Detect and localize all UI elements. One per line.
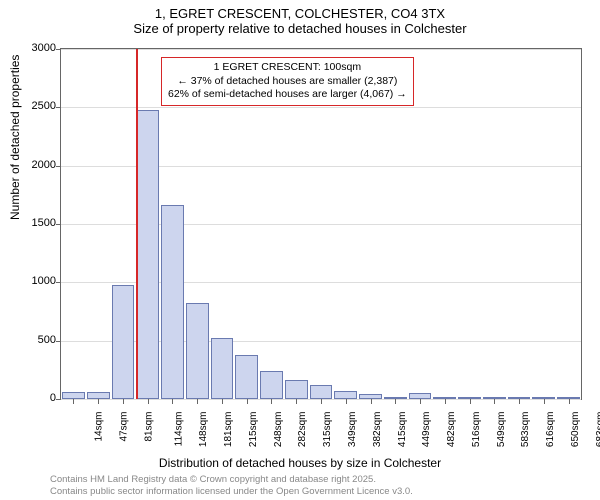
histogram-bar	[285, 380, 308, 399]
x-tick	[98, 399, 99, 404]
grid-line	[61, 107, 581, 108]
y-tick-label: 1000	[16, 275, 56, 287]
x-tick	[445, 399, 446, 404]
histogram-bar	[310, 385, 333, 399]
x-tick-label: 449sqm	[421, 412, 432, 448]
y-tick	[56, 107, 61, 108]
chart-plot-area: 1 EGRET CRESCENT: 100sqm← 37% of detache…	[60, 48, 582, 400]
y-axis-label: Number of detached properties	[8, 55, 22, 220]
x-tick-label: 14sqm	[94, 412, 105, 442]
x-tick-label: 650sqm	[570, 412, 581, 448]
y-tick	[56, 166, 61, 167]
annotation-line-2: ← 37% of detached houses are smaller (2,…	[168, 75, 407, 89]
x-tick-label: 215sqm	[248, 412, 259, 448]
x-tick-label: 114sqm	[173, 412, 184, 447]
chart-container: 1, EGRET CRESCENT, COLCHESTER, CO4 3TX S…	[0, 0, 600, 500]
x-tick	[172, 399, 173, 404]
x-tick-label: 148sqm	[199, 412, 210, 448]
x-tick	[123, 399, 124, 404]
x-tick	[346, 399, 347, 404]
x-tick	[544, 399, 545, 404]
x-tick-label: 482sqm	[446, 412, 457, 448]
x-tick	[271, 399, 272, 404]
x-tick-label: 616sqm	[545, 412, 556, 448]
footer-line-2: Contains public sector information licen…	[50, 486, 413, 497]
x-tick-label: 349sqm	[347, 412, 358, 448]
x-tick-label: 81sqm	[143, 412, 154, 442]
x-tick	[371, 399, 372, 404]
histogram-bar	[334, 391, 357, 399]
y-tick	[56, 282, 61, 283]
x-tick-label: 415sqm	[397, 412, 408, 448]
histogram-bar	[62, 392, 85, 399]
y-tick	[56, 399, 61, 400]
title-main: 1, EGRET CRESCENT, COLCHESTER, CO4 3TX	[0, 0, 600, 21]
x-tick	[73, 399, 74, 404]
marker-line	[136, 49, 138, 399]
x-tick-label: 683sqm	[595, 412, 600, 448]
annotation-box: 1 EGRET CRESCENT: 100sqm← 37% of detache…	[161, 57, 414, 106]
x-tick	[247, 399, 248, 404]
grid-line	[61, 49, 581, 50]
y-tick-label: 500	[16, 334, 56, 346]
y-tick-label: 2000	[16, 159, 56, 171]
annotation-line-3: 62% of semi-detached houses are larger (…	[168, 88, 407, 102]
x-tick-label: 315sqm	[322, 412, 333, 448]
x-tick-label: 47sqm	[119, 412, 130, 442]
x-tick	[148, 399, 149, 404]
x-tick	[494, 399, 495, 404]
y-tick-label: 2500	[16, 100, 56, 112]
x-tick-label: 181sqm	[223, 412, 234, 448]
y-tick	[56, 224, 61, 225]
x-tick-label: 516sqm	[471, 412, 482, 448]
y-tick-label: 0	[16, 392, 56, 404]
y-tick-label: 3000	[16, 42, 56, 54]
y-tick	[56, 49, 61, 50]
x-tick	[569, 399, 570, 404]
histogram-bar	[211, 338, 234, 399]
annotation-line-1: 1 EGRET CRESCENT: 100sqm	[168, 61, 407, 75]
x-tick	[420, 399, 421, 404]
footer-attribution: Contains HM Land Registry data © Crown c…	[50, 474, 413, 497]
histogram-bar	[235, 355, 258, 399]
title-sub: Size of property relative to detached ho…	[0, 21, 600, 40]
x-tick	[395, 399, 396, 404]
x-tick	[470, 399, 471, 404]
footer-line-1: Contains HM Land Registry data © Crown c…	[50, 474, 413, 485]
x-tick-label: 248sqm	[273, 412, 284, 448]
x-tick	[222, 399, 223, 404]
x-tick	[296, 399, 297, 404]
x-tick	[321, 399, 322, 404]
y-tick	[56, 341, 61, 342]
y-tick-label: 1500	[16, 217, 56, 229]
x-axis-label: Distribution of detached houses by size …	[0, 456, 600, 470]
histogram-bar	[161, 205, 184, 399]
x-tick	[519, 399, 520, 404]
x-tick-label: 282sqm	[298, 412, 309, 448]
histogram-bar	[186, 303, 209, 399]
x-tick	[197, 399, 198, 404]
x-tick-label: 583sqm	[520, 412, 531, 448]
x-tick-label: 382sqm	[372, 412, 383, 448]
histogram-bar	[112, 285, 135, 399]
x-tick-label: 549sqm	[496, 412, 507, 448]
histogram-bar	[87, 392, 110, 399]
histogram-bar	[260, 371, 283, 399]
histogram-bar	[136, 110, 159, 399]
